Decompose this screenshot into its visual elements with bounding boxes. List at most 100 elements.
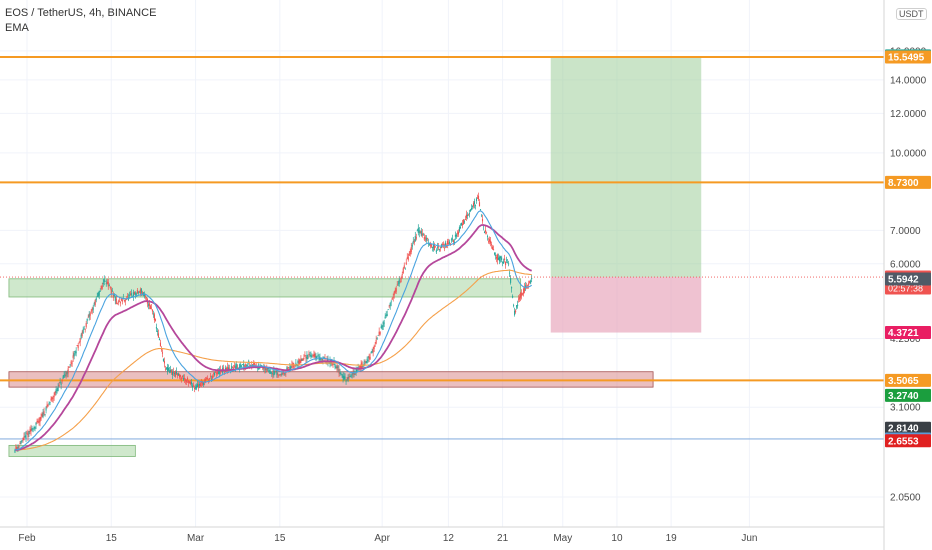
candle-body (394, 289, 396, 294)
candle-body (34, 427, 36, 429)
candle-body (419, 231, 421, 234)
candle-body (441, 244, 443, 245)
candle-body (79, 338, 81, 343)
candle-body (455, 234, 457, 237)
candle-body (52, 397, 54, 399)
candle-body (279, 374, 281, 376)
candle-body (506, 259, 508, 261)
candle-body (430, 244, 432, 247)
time-tick-label: Apr (374, 533, 390, 544)
candle-body (41, 414, 43, 417)
candle-body (382, 321, 384, 327)
candle-body (339, 372, 341, 374)
candle-body (206, 377, 208, 379)
candle-body (338, 368, 340, 374)
candle-body (365, 361, 367, 364)
candle-body (359, 366, 361, 368)
candle-body (32, 431, 34, 433)
candle-body (271, 372, 273, 375)
candle-body (184, 379, 187, 382)
candle-body (121, 299, 123, 302)
candle-body (28, 431, 30, 435)
candle-body (514, 311, 516, 315)
candle-body (480, 214, 483, 216)
candle-body (306, 354, 308, 360)
candle-body (512, 296, 514, 298)
price-badge-5.5942 (885, 272, 931, 286)
candle-body (99, 291, 101, 292)
candle-body (15, 446, 17, 449)
candle-body (507, 262, 509, 264)
candle-body (84, 328, 86, 330)
candle-body (471, 205, 474, 207)
candle-body (530, 280, 532, 284)
candle-body (227, 366, 229, 370)
candle-body (176, 373, 179, 376)
candle-body (516, 305, 518, 308)
candle-body (484, 230, 487, 232)
candle-body (310, 355, 312, 358)
candle-body (213, 372, 215, 374)
candle-body (160, 349, 162, 351)
candle-body (144, 295, 146, 297)
candle-body (40, 416, 42, 420)
candle-body (218, 371, 220, 374)
candle-body (370, 351, 372, 353)
candle-body (347, 377, 349, 381)
candle-body (421, 233, 423, 236)
candle-body (31, 427, 33, 431)
time-tick-label: Mar (187, 533, 205, 544)
candle-body (224, 371, 226, 373)
candle-body (324, 357, 326, 362)
candle-body (88, 313, 90, 318)
candle-body (426, 238, 428, 240)
candle-body (502, 262, 504, 264)
candle-body (448, 241, 450, 244)
candle-body (425, 237, 427, 241)
candle-body (192, 385, 194, 388)
candle-body (405, 262, 407, 265)
candle-body (207, 378, 209, 379)
candle-body (491, 246, 494, 250)
candle-body (77, 345, 79, 349)
candle-body (390, 301, 392, 303)
candle-body (38, 421, 40, 424)
candle-body (159, 342, 161, 347)
candle-body (102, 282, 104, 285)
candle-body (311, 356, 313, 358)
candle-body (385, 315, 387, 317)
candle-body (203, 382, 205, 385)
candle-body (527, 284, 529, 286)
candle-body (351, 373, 353, 376)
candle-body (186, 378, 189, 380)
candle-body (125, 299, 127, 301)
candle-body (136, 290, 138, 294)
candle-body (104, 280, 106, 282)
symbol-title[interactable]: EOS / TetherUS, 4h, BINANCE (5, 7, 157, 19)
price-badge-text: 3.5065 (888, 376, 919, 387)
candle-body (392, 296, 394, 298)
candle-body (459, 226, 461, 228)
candle-body (113, 294, 115, 296)
candle-body (289, 366, 291, 369)
candle-body (152, 313, 154, 315)
candle-body (33, 427, 35, 429)
candle-body (366, 358, 368, 363)
candle-body (175, 371, 178, 374)
candle-body (70, 361, 72, 365)
candle-body (108, 285, 110, 286)
candle-body (168, 370, 171, 373)
candle-body (39, 417, 41, 423)
currency-badge[interactable]: USDT (896, 8, 927, 20)
candle-body (500, 256, 502, 259)
price-tick-label: 3.1000 (890, 403, 921, 414)
candle-body (190, 381, 193, 385)
candle-body (267, 367, 269, 370)
chart-legend: EOS / TetherUS, 4h, BINANCE EMA (5, 6, 156, 36)
price-tick-label: 4.2500 (890, 334, 921, 345)
candle-body (350, 376, 352, 378)
indicator-label[interactable]: EMA (5, 22, 29, 34)
candle-body (346, 377, 348, 379)
